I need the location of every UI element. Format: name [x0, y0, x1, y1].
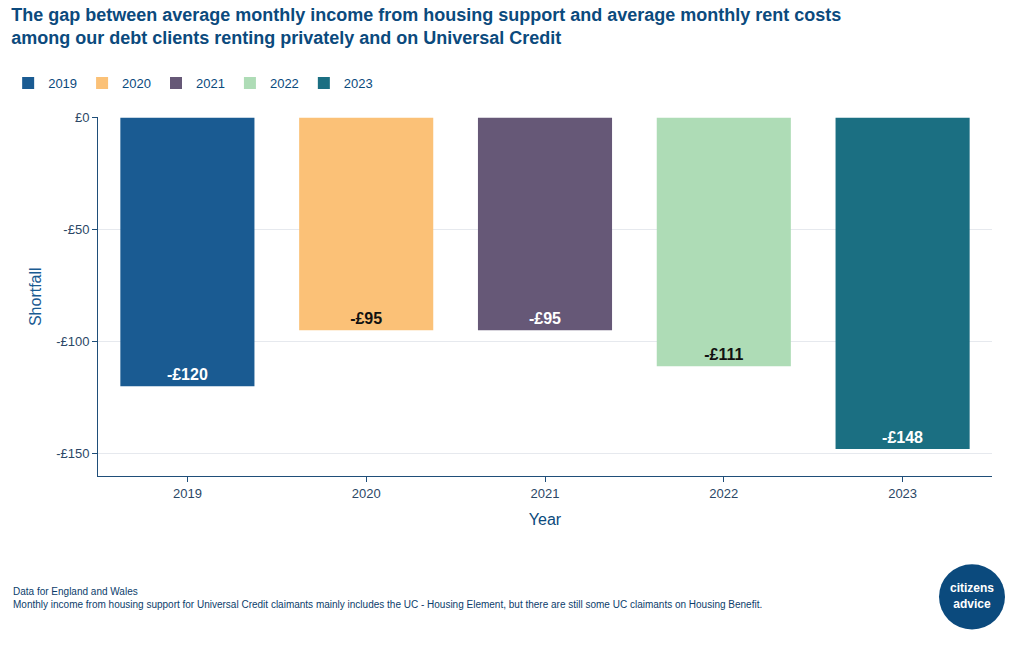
- svg-text:-£150: -£150: [56, 446, 89, 461]
- svg-text:2019: 2019: [173, 486, 202, 501]
- svg-text:-£100: -£100: [56, 334, 89, 349]
- svg-text:2019: 2019: [48, 76, 77, 91]
- svg-text:Year: Year: [529, 511, 562, 528]
- svg-text:-£120: -£120: [167, 366, 208, 383]
- svg-text:£0: £0: [75, 110, 89, 125]
- svg-text:-£95: -£95: [529, 310, 561, 327]
- svg-text:The gap between average monthl: The gap between average monthly income f…: [11, 5, 841, 48]
- svg-text:Shortfall: Shortfall: [27, 267, 44, 326]
- svg-text:2022: 2022: [709, 486, 738, 501]
- svg-text:2020: 2020: [122, 76, 151, 91]
- svg-text:Monthly income from housing su: Monthly income from housing support for …: [13, 599, 762, 610]
- svg-text:2023: 2023: [344, 76, 373, 91]
- svg-text:2021: 2021: [531, 486, 560, 501]
- svg-text:-£50: -£50: [63, 222, 89, 237]
- svg-text:2021: 2021: [196, 76, 225, 91]
- svg-text:2023: 2023: [888, 486, 917, 501]
- svg-text:-£148: -£148: [882, 429, 923, 446]
- svg-text:2020: 2020: [352, 486, 381, 501]
- svg-text:citizensadvice: citizensadvice: [950, 581, 994, 611]
- svg-text:Data for England and Wales: Data for England and Wales: [13, 586, 138, 597]
- svg-text:2022: 2022: [270, 76, 299, 91]
- svg-text:-£111: -£111: [704, 346, 743, 363]
- svg-text:-£95: -£95: [350, 310, 382, 327]
